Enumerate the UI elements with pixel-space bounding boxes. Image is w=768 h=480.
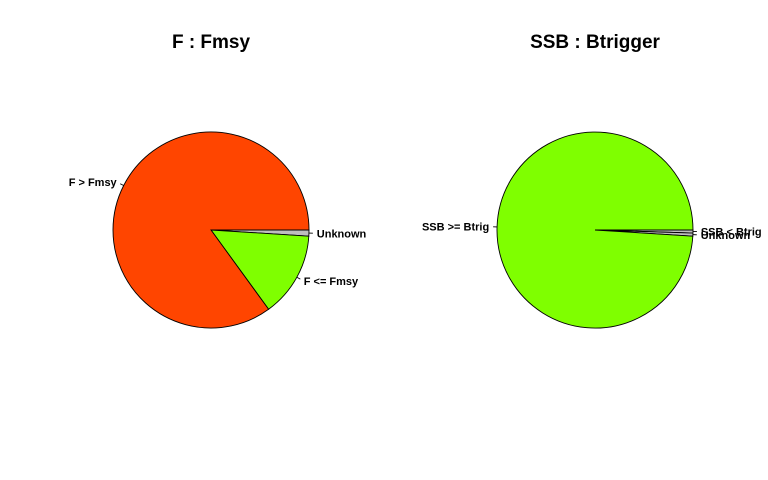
chart-title: SSB : Btrigger bbox=[530, 32, 660, 53]
pie-slices bbox=[112, 131, 310, 329]
label-leader-f-fmsy bbox=[296, 276, 301, 280]
pie-label-f-fmsy: F <= Fmsy bbox=[304, 276, 359, 288]
pie-label-unknown: Unknown bbox=[317, 228, 367, 240]
label-leader-f-fmsy bbox=[119, 183, 124, 186]
pie-slices bbox=[496, 131, 694, 329]
pie-label-ssb-btrig: SSB >= Btrig bbox=[422, 222, 489, 234]
pie-label-f-fmsy: F > Fmsy bbox=[69, 177, 118, 189]
pie-slice-f-fmsy bbox=[210, 229, 310, 310]
pie-label-unknown: Unknown bbox=[701, 230, 751, 242]
pie-labels: Unknown F <= Fmsy F > Fmsy bbox=[69, 177, 367, 288]
pie-chart-f-fmsy: F : Fmsy Unknown F <= Fmsy F > Fmsy bbox=[69, 32, 367, 329]
chart-title: F : Fmsy bbox=[172, 32, 251, 53]
pie-label-ssb-btrig: SSB < Btrig bbox=[701, 227, 762, 239]
pie-slice-ssb-btrig bbox=[496, 131, 694, 329]
